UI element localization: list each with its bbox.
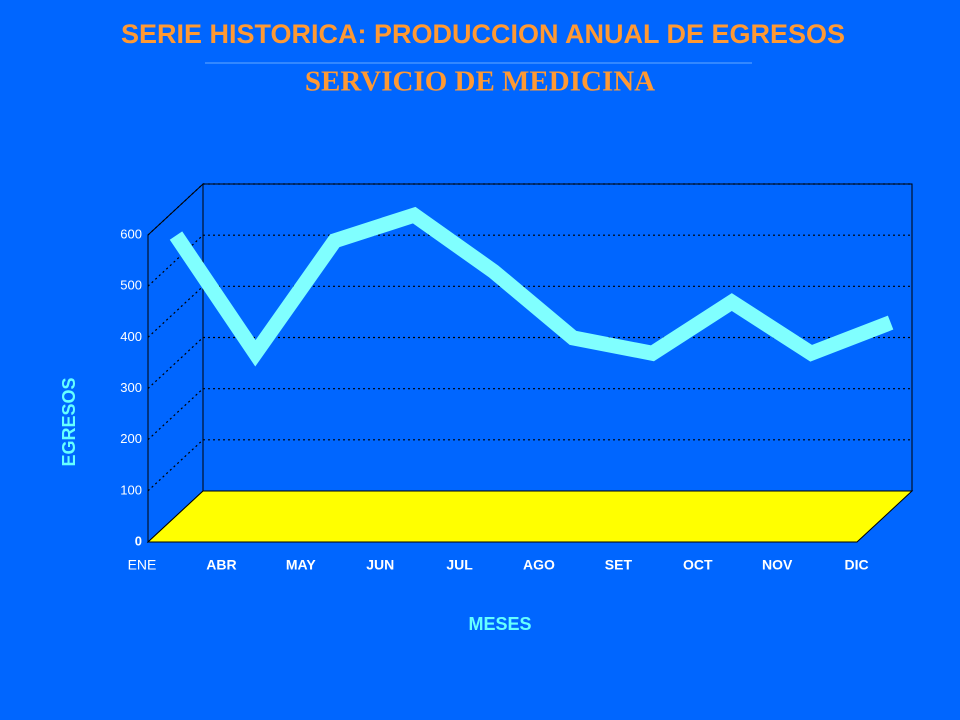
x-tick-label: SET bbox=[605, 557, 633, 573]
x-axis-label: MESES bbox=[468, 614, 531, 634]
x-tick-label: MAY bbox=[286, 557, 316, 573]
grid-line bbox=[147, 388, 912, 441]
grid-line bbox=[147, 183, 912, 236]
y-tick-label: 500 bbox=[120, 278, 142, 293]
x-tick-label: JUL bbox=[446, 557, 473, 573]
y-axis-label: EGRESOS bbox=[59, 377, 79, 466]
x-tick-label: OCT bbox=[683, 557, 713, 573]
x-tick-label: JUN bbox=[366, 557, 394, 573]
chart-title: SERIE HISTORICA: PRODUCCION ANUAL DE EGR… bbox=[121, 19, 845, 49]
x-tick-label: DIC bbox=[845, 557, 869, 573]
y-tick-label: 300 bbox=[120, 380, 142, 395]
y-tick-label: 600 bbox=[120, 226, 142, 241]
x-tick-label: AGO bbox=[523, 557, 555, 573]
grid-line bbox=[147, 336, 912, 389]
grid-line bbox=[147, 439, 912, 492]
y-tick-label: 400 bbox=[120, 329, 142, 344]
y-tick-label: 200 bbox=[120, 431, 142, 446]
x-tick-label: ENE bbox=[128, 557, 157, 573]
chart-subtitle: SERVICIO DE MEDICINA bbox=[305, 66, 655, 98]
x-tick-label: ABR bbox=[206, 557, 236, 573]
floor bbox=[146, 490, 914, 543]
grid-line bbox=[147, 234, 912, 287]
y-tick-label: 0 bbox=[135, 533, 142, 548]
y-tick-label: 100 bbox=[120, 482, 142, 497]
x-tick-label: NOV bbox=[762, 557, 793, 573]
series-line bbox=[169, 206, 894, 367]
